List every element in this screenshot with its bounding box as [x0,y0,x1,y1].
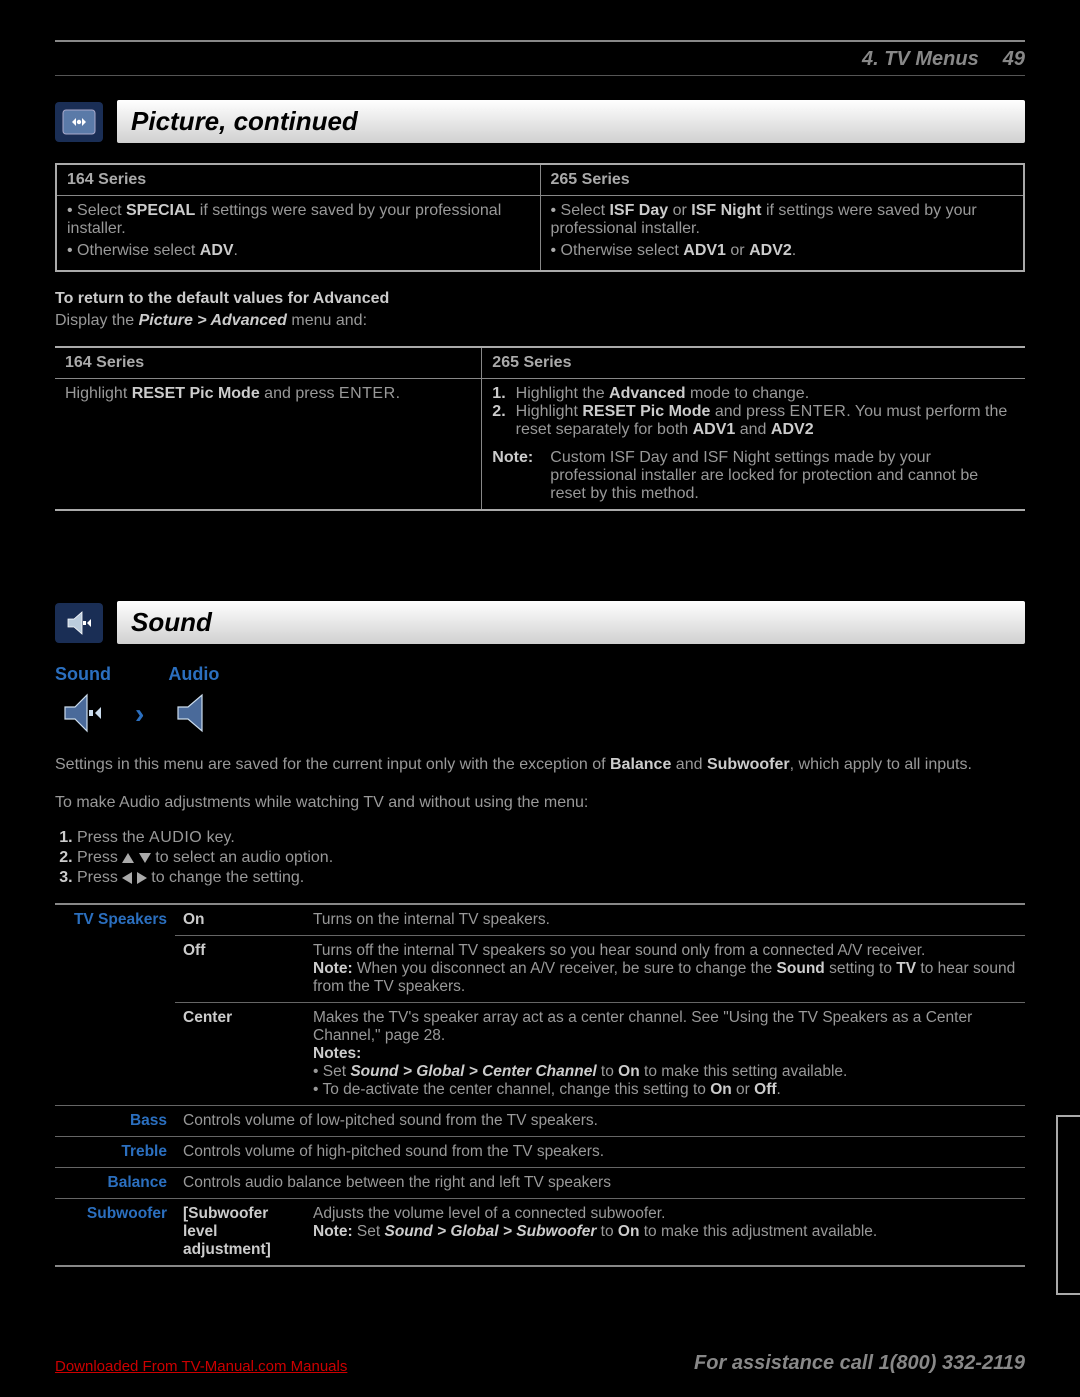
label-subwoofer: Subwoofer [55,1199,175,1267]
label-treble: Treble [55,1137,175,1168]
nav-sound-label: Sound [55,664,111,685]
intro-paragraph: Settings in this menu are saved for the … [55,754,1025,776]
desc-treble: Controls volume of high-pitched sound fr… [175,1137,1025,1168]
col-265: 265 Series [540,164,1024,196]
triangle-right-icon [137,872,147,884]
col-164: 164 Series [56,164,540,196]
series-select-table: 164 Series 265 Series Select SPECIAL if … [55,163,1025,272]
page-number: 49 [1003,48,1025,71]
step-2: Press to select an audio option. [77,849,1025,867]
list-item: Otherwise select ADV1 or ADV2. [551,242,1014,260]
return-heading: To return to the default values for Adva… [55,290,1025,308]
row-tvspeakers-off: Off Turns off the internal TV speakers s… [55,936,1025,1003]
page-footer: Downloaded From TV-Manual.com Manuals Fo… [55,1352,1025,1375]
steps-list: Press the AUDIO key. Press to select an … [55,829,1025,887]
desc-off: Turns off the internal TV speakers so yo… [305,936,1025,1003]
label-balance: Balance [55,1168,175,1199]
opt-off: Off [175,936,305,1003]
col-265: 265 Series [482,347,1025,379]
top-rule [55,40,1025,42]
table-row: Highlight RESET Pic Mode and press ENTER… [55,379,1025,511]
section-picture-title: Picture, continued [117,100,1025,143]
opt-on: On [175,904,305,936]
center-note-2: To de-activate the center channel, chang… [313,1081,1017,1099]
audio-settings-table: TV Speakers On Turns on the internal TV … [55,903,1025,1267]
step-3: Press to change the setting. [77,869,1025,887]
return-text: Display the Picture > Advanced menu and: [55,312,1025,330]
desc-bass: Controls volume of low-pitched sound fro… [175,1106,1025,1137]
section-sound-title: Sound [117,601,1025,644]
sound-breadcrumb: Sound › Audio [55,664,1025,740]
label-bass: Bass [55,1106,175,1137]
row-tvspeakers-on: TV Speakers On Turns on the internal TV … [55,904,1025,936]
section-sound-bar: Sound [55,601,1025,644]
row-subwoofer: Subwoofer [Subwoofer level adjustment] A… [55,1199,1025,1267]
label-tvspeakers: TV Speakers [55,904,175,1106]
desc-balance: Controls audio balance between the right… [175,1168,1025,1199]
picture-icon [55,102,103,142]
chapter-title: 4. TV Menus [55,48,979,71]
speaker-audio-icon [170,691,218,735]
desc-subwoofer: Adjusts the volume level of a connected … [305,1199,1025,1267]
desc-center: Makes the TV's speaker array act as a ce… [305,1003,1025,1106]
download-source-link[interactable]: Downloaded From TV-Manual.com Manuals [55,1358,347,1375]
page-header: 4. TV Menus 49 [55,48,1025,71]
col-164: 164 Series [55,347,482,379]
center-note-1: Set Sound > Global > Center Channel to O… [313,1063,1017,1081]
list-item: Otherwise select ADV. [67,242,530,260]
desc-on: Turns on the internal TV speakers. [305,904,1025,936]
header-underline [55,75,1025,76]
triangle-up-icon [122,853,134,863]
assistance-phone: For assistance call 1(800) 332-2119 [694,1352,1025,1375]
step-1: Press the AUDIO key. [77,829,1025,847]
sound-icon [55,603,103,643]
section-picture-bar: Picture, continued [55,100,1025,143]
speaker-nav-icon [59,691,107,735]
chevron-right-icon: › [135,698,144,730]
nav-audio-label: Audio [168,664,219,685]
cell-265: 1.Highlight the Advanced mode to change.… [482,379,1025,511]
reset-table: 164 Series 265 Series Highlight RESET Pi… [55,346,1025,511]
row-treble: Treble Controls volume of high-pitched s… [55,1137,1025,1168]
table-row: Select SPECIAL if settings were saved by… [56,196,1024,272]
intro-paragraph-2: To make Audio adjustments while watching… [55,792,1025,814]
cell-164: Highlight RESET Pic Mode and press ENTER… [55,379,482,511]
opt-center: Center [175,1003,305,1106]
list-item: Select ISF Day or ISF Night if settings … [551,202,1014,238]
opt-subwoofer: [Subwoofer level adjustment] [175,1199,305,1267]
triangle-down-icon [139,853,151,863]
triangle-left-icon [122,872,132,884]
row-balance: Balance Controls audio balance between t… [55,1168,1025,1199]
list-item: Select SPECIAL if settings were saved by… [67,202,530,238]
side-tab [1056,1115,1080,1295]
row-bass: Bass Controls volume of low-pitched soun… [55,1106,1025,1137]
row-tvspeakers-center: Center Makes the TV's speaker array act … [55,1003,1025,1106]
